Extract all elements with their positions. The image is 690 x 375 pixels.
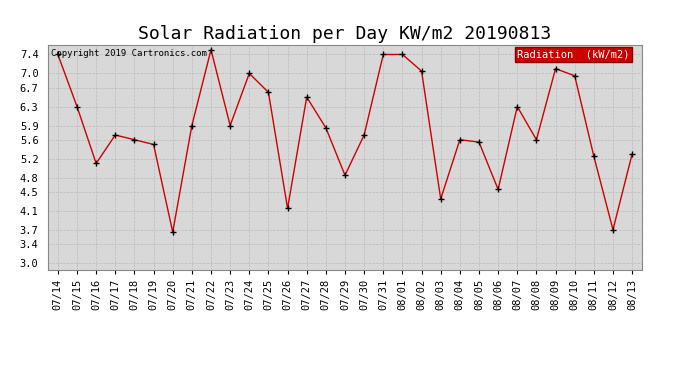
Text: Copyright 2019 Cartronics.com: Copyright 2019 Cartronics.com — [51, 50, 207, 58]
Text: Radiation  (kW/m2): Radiation (kW/m2) — [518, 50, 630, 60]
Title: Solar Radiation per Day KW/m2 20190813: Solar Radiation per Day KW/m2 20190813 — [139, 26, 551, 44]
